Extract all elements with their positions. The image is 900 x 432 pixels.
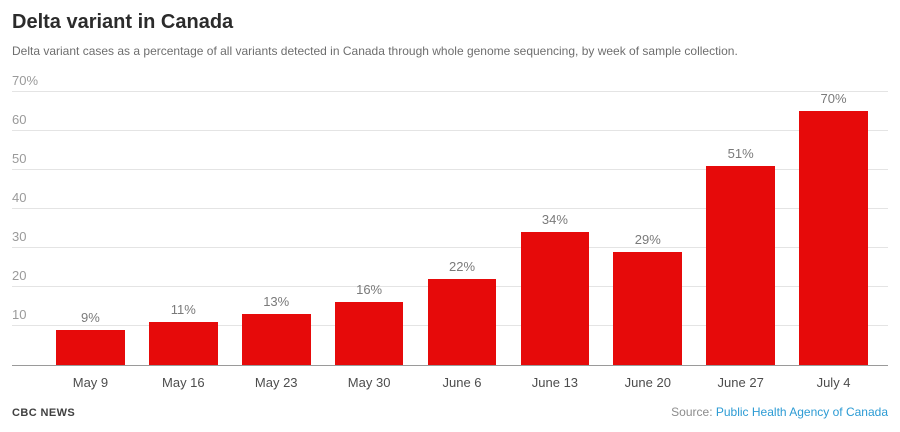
y-tick-label: 60	[12, 111, 27, 127]
bar-column: 29%	[601, 92, 694, 365]
y-tick-label: 40	[12, 189, 27, 205]
chart-subtitle: Delta variant cases as a percentage of a…	[12, 44, 738, 58]
gridline	[12, 168, 888, 170]
x-tick-label: July 4	[816, 374, 851, 390]
footer: CBC NEWS Source: Public Health Agency of…	[12, 405, 888, 419]
bar	[427, 278, 497, 365]
bar-column: 9%	[44, 92, 137, 365]
x-axis: May 9 May 16 May 23 May 30 June 6 June 13 June…	[12, 366, 888, 390]
bar	[613, 251, 683, 365]
chart-title: Delta variant in Canada	[12, 11, 234, 33]
bar-column: 16%	[323, 92, 416, 365]
x-tick-label: May 30	[347, 374, 391, 390]
bar	[706, 165, 776, 365]
source-link[interactable]: Public Health Agency of Canada	[715, 404, 888, 419]
bar-value-label: 11%	[170, 301, 196, 317]
gridline	[12, 90, 888, 92]
y-tick-label: 30	[12, 228, 27, 244]
x-tick-label: May 23	[254, 374, 298, 390]
x-tick-label: June 27	[717, 374, 764, 390]
x-tick-label: June 6	[442, 374, 482, 390]
bar	[148, 321, 218, 365]
bars: 9% 11% 13% 16% 22% 34% 29% 51% 70%	[12, 92, 888, 365]
header: Delta variant in Canada Delta variant ca…	[0, 0, 900, 60]
bar-value-label: 70%	[820, 90, 847, 106]
bar	[799, 110, 868, 365]
bar	[334, 302, 404, 365]
bar	[241, 313, 311, 365]
bar-column: 51%	[694, 92, 787, 365]
source-text: Source: Public Health Agency of Canada	[671, 405, 888, 419]
bar-value-label: 51%	[727, 145, 754, 161]
bar-value-label: 13%	[263, 293, 290, 309]
bar-column: 11%	[137, 92, 230, 365]
bar-column: 13%	[230, 92, 323, 365]
bar-value-label: 34%	[541, 212, 568, 227]
x-tick-label: June 13	[531, 374, 579, 390]
bar-column: 22%	[416, 92, 509, 365]
x-tick-label: May 16	[162, 374, 205, 390]
x-tick-label: May 9	[72, 374, 109, 390]
bar-value-label: 9%	[81, 309, 100, 325]
y-tick-label: 70%	[12, 72, 39, 88]
y-tick-label: 10	[12, 306, 27, 322]
plot-area: 70% 60 50 40 30 20 10 9% 11% 13% 16% 22% 34% 29% 51% 70…	[12, 74, 888, 366]
gridline	[12, 246, 888, 248]
gridline	[12, 129, 888, 131]
brand-label: CBC NEWS	[12, 406, 76, 419]
x-tick-label: June 20	[624, 374, 671, 390]
gridline	[12, 207, 888, 209]
y-tick-label: 50	[12, 150, 27, 166]
bar-value-label: 22%	[448, 258, 476, 274]
bar-value-label: 29%	[634, 231, 661, 247]
bar-column: 70%	[787, 92, 880, 365]
bar	[520, 232, 590, 365]
bar	[56, 329, 125, 365]
source-prefix: Source:	[671, 404, 713, 419]
bar-column: 34%	[508, 92, 601, 365]
y-tick-label: 20	[12, 267, 27, 283]
bar-value-label: 16%	[356, 282, 383, 298]
